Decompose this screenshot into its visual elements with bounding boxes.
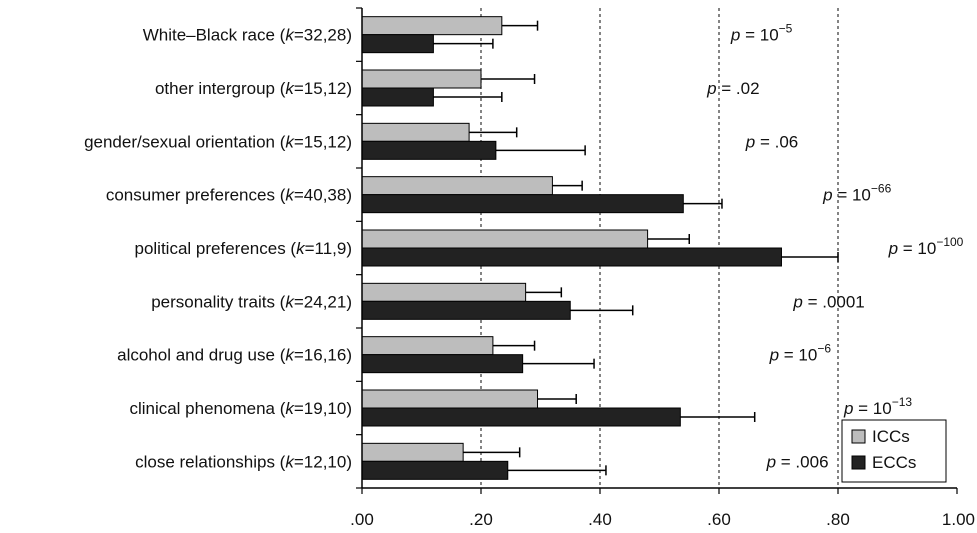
- x-tick-label: 1.00: [942, 510, 975, 529]
- bar-ecc: [361, 194, 684, 214]
- p-value-label: p = 10−13: [843, 395, 912, 418]
- axes: [356, 7, 958, 494]
- x-tick-label: .80: [826, 510, 850, 529]
- category-label: consumer preferences (k=40,38): [106, 186, 352, 205]
- category-label: other intergroup (k=15,12): [155, 79, 352, 98]
- p-value-label: p = 10−5: [730, 22, 793, 45]
- bar-ecc: [361, 34, 434, 54]
- category-label: clinical phenomena (k=19,10): [129, 399, 352, 418]
- legend-label: ICCs: [872, 427, 910, 446]
- bar-icc: [361, 176, 553, 196]
- bar-ecc: [361, 407, 681, 427]
- bar-icc: [361, 16, 503, 36]
- bar-ecc: [361, 140, 497, 160]
- bar-ecc: [361, 247, 782, 267]
- p-value-label: p = 10−6: [769, 342, 832, 365]
- x-tick-label: .60: [707, 510, 731, 529]
- legend-swatch-ecc: [851, 455, 866, 470]
- bar-icc: [361, 442, 464, 462]
- bar-icc: [361, 122, 470, 142]
- legend-label: ECCs: [872, 453, 916, 472]
- x-tick-label: .00: [350, 510, 374, 529]
- category-labels: White–Black race (k=32,28) other intergro…: [84, 26, 352, 472]
- error-bars: [433, 20, 839, 476]
- bar-ecc: [361, 354, 524, 374]
- category-label: personality traits (k=24,21): [151, 292, 352, 311]
- x-tick-labels: .00 .20 .40 .60 .80 1.00: [350, 510, 975, 529]
- x-tick-label: .40: [588, 510, 612, 529]
- p-value-label: p = .006: [766, 452, 829, 471]
- bar-ecc: [361, 87, 434, 107]
- p-value-label: p = .06: [745, 132, 798, 151]
- p-value-label: p = 10−100: [888, 235, 964, 258]
- legend-swatch-icc: [851, 429, 866, 444]
- bar-icc: [361, 229, 649, 249]
- x-tick-label: .20: [469, 510, 493, 529]
- p-value-label: p = .02: [706, 79, 759, 98]
- category-label: political preferences (k=11,9): [135, 239, 353, 258]
- p-value-label: p = .0001: [792, 292, 864, 311]
- legend: ICCs ECCs: [841, 419, 947, 483]
- bar-ecc: [361, 460, 509, 480]
- bar-icc: [361, 69, 482, 89]
- category-label: White–Black race (k=32,28): [143, 26, 352, 45]
- bar-icc: [361, 282, 527, 302]
- category-label: close relationships (k=12,10): [135, 452, 352, 471]
- bar-icc: [361, 389, 539, 409]
- category-label: gender/sexual orientation (k=15,12): [84, 132, 352, 151]
- p-value-labels: p = 10−5 p = .02 p = .06 p = 10−66 p = 10−10…: [706, 22, 964, 472]
- p-value-label: p = 10−66: [822, 182, 891, 205]
- bar-icc: [361, 336, 494, 356]
- category-label: alcohol and drug use (k=16,16): [117, 346, 352, 365]
- bar-ecc: [361, 300, 571, 320]
